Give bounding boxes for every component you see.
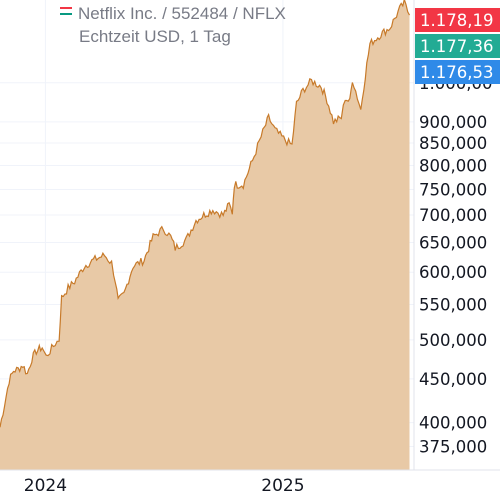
chart-legend[interactable]: Netflix Inc. / 552484 / NFLX Echtzeit US…: [60, 2, 286, 48]
price-tick-label: 650,000: [419, 234, 487, 253]
price-badge-background: [415, 34, 500, 58]
price-tick-label: 400,000: [419, 414, 487, 433]
price-badge-background: [415, 8, 500, 32]
symbol-title: Netflix Inc. / 552484 / NFLX: [78, 4, 286, 23]
price-tick-label: 750,000: [419, 180, 487, 199]
price-badge: 1.178,19: [415, 8, 500, 32]
interval-label: Echtzeit USD, 1 Tag: [79, 27, 231, 46]
time-axis[interactable]: 2024 2025: [24, 476, 305, 496]
line-style-icon: [60, 5, 72, 17]
price-tick-label: 800,000: [419, 157, 487, 176]
price-tick-label: 850,000: [419, 134, 487, 153]
price-axis[interactable]: 1.000,00900,000850,000800,000750,000700,…: [419, 74, 492, 457]
price-tick-label: 450,000: [419, 370, 487, 389]
time-tick-label: 2025: [261, 476, 304, 496]
price-badge-background: [415, 60, 500, 84]
price-tick-label: 900,000: [419, 113, 487, 132]
price-badge-label: 1.177,36: [420, 37, 493, 56]
price-tick-label: 375,000: [419, 438, 487, 457]
price-tick-label: 500,000: [419, 331, 487, 350]
price-area: [0, 0, 410, 470]
price-tick-label: 550,000: [419, 295, 487, 314]
price-badge-label: 1.178,19: [420, 11, 493, 30]
time-tick-label: 2024: [24, 476, 67, 496]
price-line: [0, 0, 411, 428]
price-badges: 1.178,19 1.177,36 1.176,53: [415, 8, 500, 84]
price-badge-label: 1.176,53: [420, 63, 493, 82]
price-badge: 1.176,53: [415, 60, 500, 84]
price-tick-label: 600,000: [419, 263, 487, 282]
price-tick-label: 700,000: [419, 206, 487, 225]
legend-line-symbol: Netflix Inc. / 552484 / NFLX: [60, 4, 286, 23]
price-badge: 1.177,36: [415, 34, 500, 58]
